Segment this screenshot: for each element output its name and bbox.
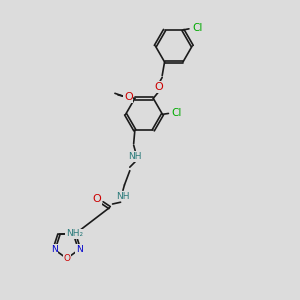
Text: O: O	[93, 194, 101, 204]
Text: Cl: Cl	[172, 108, 182, 118]
Text: O: O	[155, 82, 164, 92]
Text: Cl: Cl	[192, 22, 202, 33]
Text: N: N	[51, 245, 57, 254]
Text: N: N	[76, 245, 83, 254]
Text: NH₂: NH₂	[66, 229, 83, 238]
Text: NH: NH	[128, 152, 142, 161]
Text: O: O	[63, 254, 70, 263]
Text: O: O	[124, 92, 133, 102]
Text: NH: NH	[116, 192, 130, 201]
